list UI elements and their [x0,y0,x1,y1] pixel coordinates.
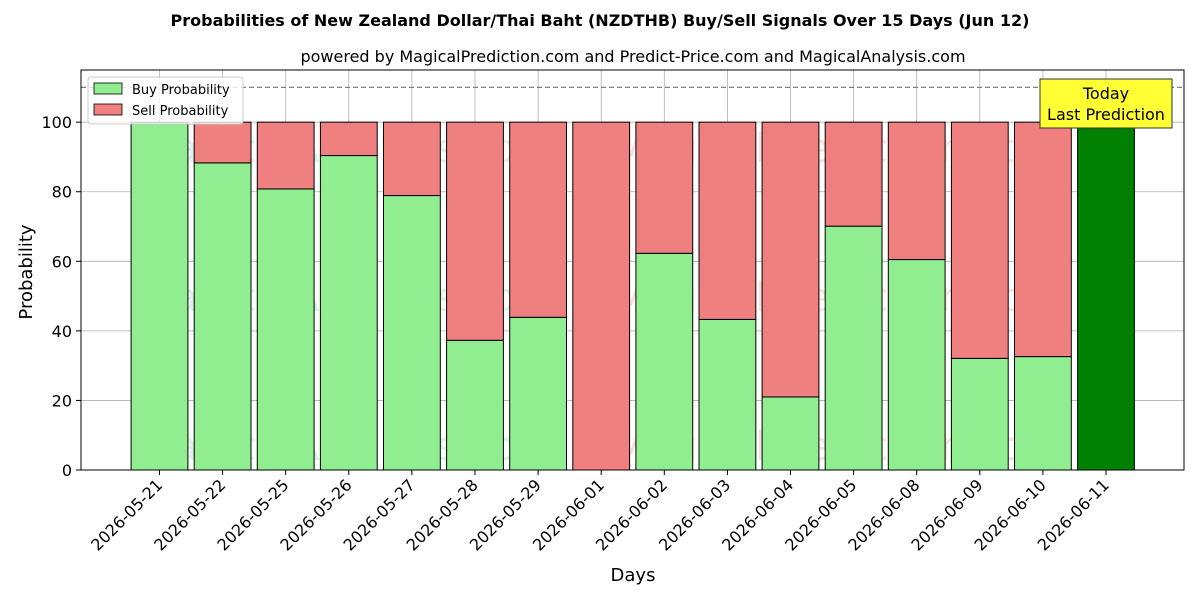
bar-buy-2026-05-21 [130,121,189,471]
y-axis-label: Probability [16,224,37,319]
chart-title: Probabilities of New Zealand Dollar/Thai… [171,11,1030,30]
bar-sell-2026-06-03 [698,121,757,320]
legend-buy-swatch [93,82,123,95]
y-tick-label: 20 [52,391,72,410]
bar-buy-2026-05-29 [509,316,568,471]
today-annotation: Today Last Prediction [1039,78,1173,129]
bar-sell-2026-06-08 [887,121,946,261]
y-tick-label: 100 [41,113,72,132]
annotation-line-1: Today [1082,84,1129,103]
bar-sell-2026-05-26 [319,121,378,157]
annotation-line-2: Last Prediction [1047,105,1165,124]
bar-sell-2026-05-25 [256,121,315,190]
bar-buy-2026-05-28 [446,339,504,471]
bar-sell-2026-06-04 [761,121,820,398]
y-tick-label: 60 [52,252,72,271]
plot-frame [80,69,1185,471]
bar-sell-2026-06-01 [572,121,631,471]
x-axis-label: Days [611,565,656,586]
legend: Buy Probability Sell Probability [87,76,244,125]
y-tick-label: 40 [52,322,72,341]
bar-buy-2026-06-02 [635,252,694,471]
bar-sell-2026-06-02 [635,121,694,254]
chart-subtitle: powered by MagicalPrediction.com and Pre… [300,47,965,66]
y-tick-label: 0 [62,461,72,480]
bar-sell-2026-06-10 [1014,121,1072,358]
bar-buy-2026-06-04 [761,396,820,471]
legend-sell-swatch [93,103,123,116]
bar-sell-2026-06-05 [824,121,883,227]
bar-buy-2026-05-27 [383,195,441,471]
x-axis-ticks: 2026-05-212026-05-222026-05-252026-05-26… [87,470,1113,555]
bar-buy-2026-06-09 [950,357,1009,471]
bar-buy-2026-05-25 [256,188,315,471]
bar-buy-2026-06-11 [1077,121,1135,471]
bar-buy-2026-06-10 [1014,356,1072,471]
bar-buy-2026-05-22 [193,162,252,471]
legend-sell-label: Sell Probability [132,104,229,119]
bar-buy-2026-06-05 [824,225,883,471]
y-axis-ticks: 0 20 40 60 80 100 [41,113,81,480]
bar-sell-2026-06-09 [950,121,1009,359]
bar-buy-2026-05-26 [319,155,378,471]
bar-sell-2026-05-22 [193,121,252,164]
bar-buy-2026-06-08 [887,259,946,471]
bar-sell-2026-05-27 [383,121,441,197]
bar-buy-2026-06-03 [698,318,757,471]
y-tick-label: 80 [52,183,72,202]
legend-buy-label: Buy Probability [132,83,230,98]
bar-sell-2026-05-28 [446,121,504,341]
legend-box [87,76,244,125]
bars [130,121,1135,471]
annotation-box [1039,78,1173,129]
bar-sell-2026-05-29 [509,121,568,318]
